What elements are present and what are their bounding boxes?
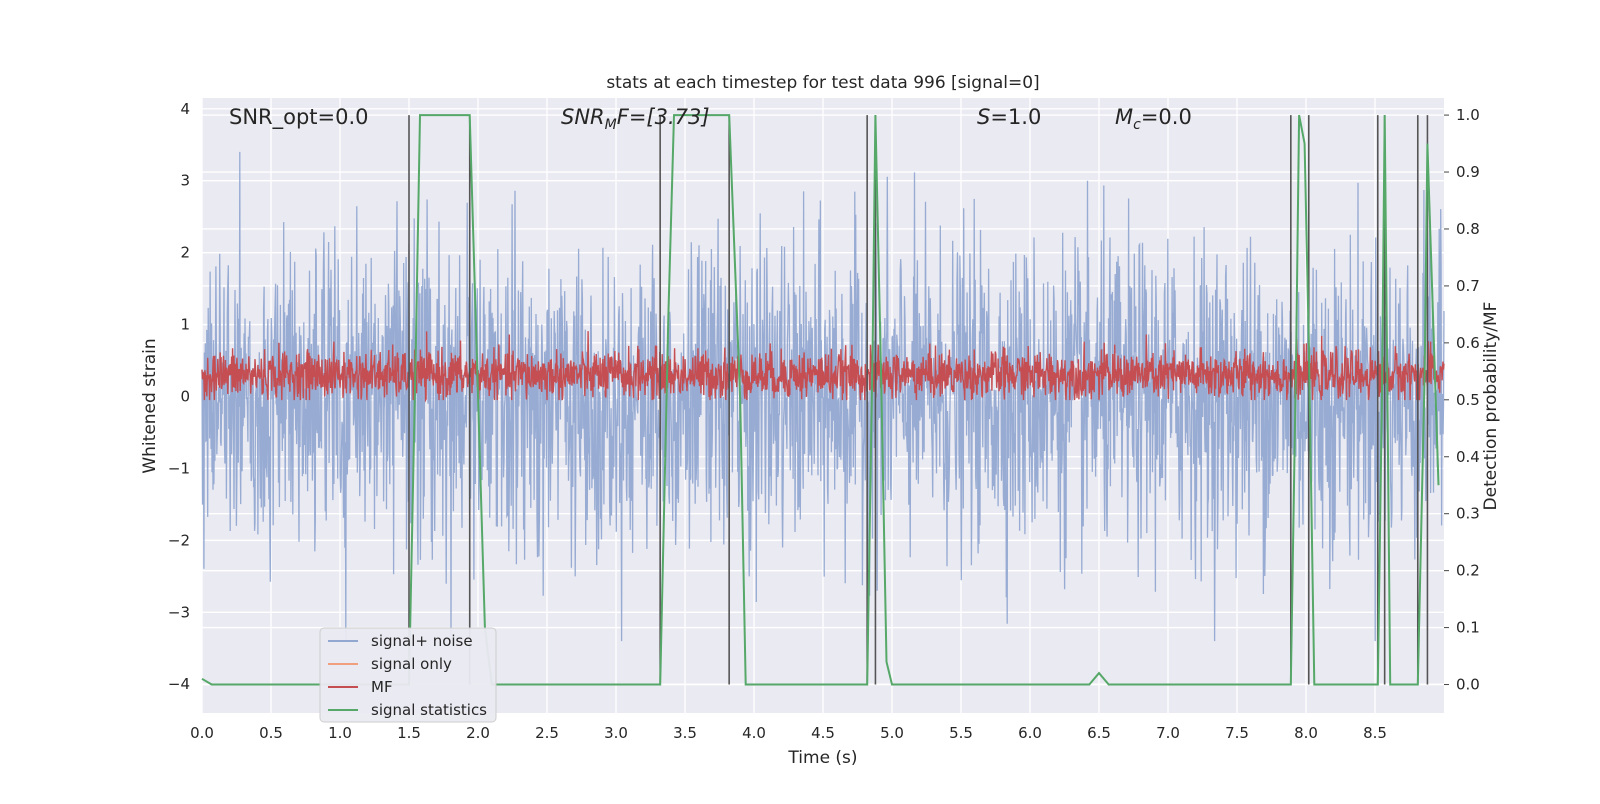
x-tick-label: 4.0 xyxy=(742,724,766,742)
annotation-s: S=1.0 xyxy=(977,105,1041,129)
y-tick-label-left: 3 xyxy=(180,172,190,190)
x-tick-label: 8.0 xyxy=(1294,724,1318,742)
x-tick-label: 1.5 xyxy=(397,724,421,742)
x-tick-label: 8.5 xyxy=(1363,724,1387,742)
x-tick-label: 5.5 xyxy=(949,724,973,742)
x-tick-label: 7.5 xyxy=(1225,724,1249,742)
legend-label-signal-noise: signal+ noise xyxy=(371,632,473,650)
y-tick-label-right: 0.0 xyxy=(1456,676,1480,694)
x-tick-label: 4.5 xyxy=(811,724,835,742)
legend-label-signal-only: signal only xyxy=(371,655,452,673)
legend-label-mf: MF xyxy=(371,678,393,696)
x-tick-label: 1.0 xyxy=(328,724,352,742)
line-signal-statistics xyxy=(201,114,1440,686)
x-tick-label: 6.0 xyxy=(1018,724,1042,742)
legend-label-signal-statistics: signal statistics xyxy=(371,701,487,719)
x-axis-label: Time (s) xyxy=(787,748,857,768)
y-tick-label-left: −2 xyxy=(168,531,190,549)
y-tick-label-right: 0.6 xyxy=(1456,334,1480,352)
y-axis-label-right: Detection probability/MF xyxy=(1481,302,1501,511)
y-tick-label-left: −4 xyxy=(168,675,190,693)
tick-labels: 0.0 0.5 1.0 1.5 2.0 2.5 3.0 3.5 4.0 4.5 5.0 5.5 6.0 6… xyxy=(168,100,1480,742)
legend: signal+ noise signal only MF signal stat… xyxy=(319,627,497,723)
y-tick-label-left: 2 xyxy=(180,244,190,262)
y-tick-label-right: 1.0 xyxy=(1456,106,1480,124)
y-tick-label-left: −1 xyxy=(168,459,190,477)
y-tick-label-left: 4 xyxy=(180,100,190,118)
x-tick-label: 3.0 xyxy=(604,724,628,742)
y-tick-label-right: 0.7 xyxy=(1456,277,1480,295)
x-tick-label: 0.0 xyxy=(190,724,214,742)
y-tick-label-right: 0.2 xyxy=(1456,562,1480,580)
x-tick-label: 5.0 xyxy=(880,724,904,742)
y-axis-label-left: Whitened strain xyxy=(140,338,160,473)
annotation-snr-opt: SNR_opt=0.0 xyxy=(229,105,369,130)
x-tick-label: 7.0 xyxy=(1156,724,1180,742)
x-tick-label: 2.0 xyxy=(466,724,490,742)
y-tick-label-left: 1 xyxy=(180,316,190,334)
annotation-snr-mf: SNRMF=[3.73] xyxy=(561,105,710,133)
series-signal-statistics xyxy=(201,114,1440,686)
y-tick-label-right: 0.4 xyxy=(1456,448,1480,466)
y-tick-label-right: 0.5 xyxy=(1456,391,1480,409)
y-tick-label-left: −3 xyxy=(168,603,190,621)
legend-box xyxy=(319,627,497,723)
x-tick-label: 3.5 xyxy=(673,724,697,742)
x-tick-label: 6.5 xyxy=(1087,724,1111,742)
y-tick-label-right: 0.1 xyxy=(1456,619,1480,637)
x-tick-label: 2.5 xyxy=(535,724,559,742)
x-tick-label: 0.5 xyxy=(259,724,283,742)
annotation-mc: Mc=0.0 xyxy=(1115,105,1192,133)
y-tick-label-left: 0 xyxy=(180,388,190,406)
y-tick-label-right: 0.9 xyxy=(1456,163,1480,181)
y-tick-label-right: 0.3 xyxy=(1456,505,1480,523)
chart-title: stats at each timestep for test data 996… xyxy=(606,73,1039,93)
y-tick-label-right: 0.8 xyxy=(1456,220,1480,238)
